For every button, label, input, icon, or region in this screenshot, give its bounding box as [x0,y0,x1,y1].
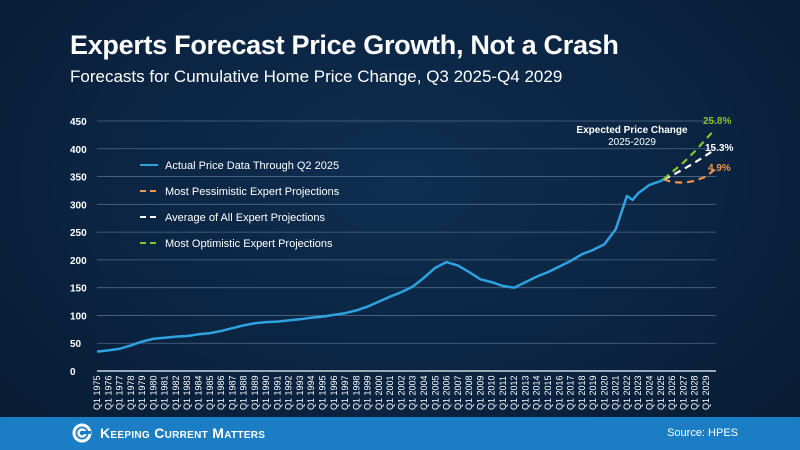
x-tick-label: Q1 1999 [363,375,373,410]
brand-name: Keeping Current Matters [100,425,266,441]
y-tick-label: 150 [70,284,87,295]
x-tick-label: Q1 2008 [464,375,474,410]
x-tick-label: Q1 1991 [272,375,282,410]
x-tick-label: Q1 1984 [193,375,203,410]
x-tick-label: Q1 1993 [295,375,305,410]
x-tick-label: Q1 2006 [442,375,452,410]
x-tick-label: Q1 2004 [419,375,429,410]
x-tick-label: Q1 2023 [633,375,643,410]
x-tick-label: Q1 1987 [227,375,237,410]
pessimistic-label: 4.9% [708,163,731,174]
x-tick-label: Q1 1986 [216,375,226,410]
y-tick-label: 400 [70,145,87,156]
x-tick-label: Q1 1989 [250,375,260,410]
x-tick-label: Q1 1975 [92,375,102,410]
y-tick-label: 0 [70,367,76,378]
x-tick-label: Q1 1997 [340,375,350,410]
x-tick-label: Q1 2015 [543,375,553,410]
x-tick-label: Q1 2001 [385,375,395,410]
x-tick-label: Q1 1996 [329,375,339,410]
legend-label: Most Optimistic Expert Projections [165,238,333,250]
x-tick-label: Q1 2003 [408,375,418,410]
x-tick-label: Q1 2000 [374,375,384,410]
average-series-line [663,148,715,181]
legend-label: Most Pessimistic Expert Projections [165,186,340,198]
x-tick-label: Q1 2005 [430,375,440,410]
x-tick-label: Q1 1981 [160,375,170,410]
source-note: Source: HPES [667,427,738,439]
x-tick-label: Q1 2028 [690,375,700,410]
y-tick-label: 250 [70,228,87,239]
x-tick-label: Q1 1992 [284,375,294,410]
optimistic-series-line [662,129,716,181]
brand-logo: Keeping Current Matters [72,423,265,443]
x-tick-label: Q1 2027 [678,375,688,410]
x-tick-label: Q1 2016 [554,375,564,410]
x-tick-label: Q1 1982 [171,375,181,410]
x-tick-label: Q1 2017 [566,375,576,410]
x-tick-label: Q1 2002 [396,375,406,410]
annotation-heading: Expected Price Change [576,125,688,136]
x-tick-label: Q1 2029 [701,375,711,410]
x-tick-label: Q1 1977 [115,375,125,410]
y-tick-label: 50 [70,339,82,350]
chart-title: Experts Forecast Price Growth, Not a Cra… [70,30,619,60]
average-label: 15.3% [705,143,733,154]
y-tick-label: 200 [70,256,87,267]
x-tick-label: Q1 1980 [148,375,158,410]
x-tick-label: Q1 1998 [351,375,361,410]
x-tick-label: Q1 1985 [205,375,215,410]
x-tick-label: Q1 1978 [126,375,136,410]
x-tick-label: Q1 2012 [509,375,519,410]
x-tick-label: Q1 2025 [656,375,666,410]
y-tick-label: 450 [70,117,87,128]
x-tick-label: Q1 1988 [239,375,249,410]
x-tick-label: Q1 2020 [599,375,609,410]
x-tick-label: Q1 1995 [318,375,328,410]
footer: Keeping Current Matters Source: HPES [0,417,800,450]
x-tick-label: Q1 2024 [644,375,654,410]
x-tick-label: Q1 2014 [532,375,542,410]
x-tick-label: Q1 2021 [611,375,621,410]
x-tick-label: Q1 2022 [622,375,632,410]
chart-subtitle: Forecasts for Cumulative Home Price Chan… [70,67,563,86]
y-tick-label: 100 [70,311,87,322]
x-tick-label: Q1 2010 [487,375,497,410]
x-tick-label: Q1 1983 [182,375,192,410]
y-tick-label: 300 [70,200,87,211]
x-tick-label: Q1 2019 [588,375,598,410]
x-tick-label: Q1 1976 [103,375,113,410]
x-tick-label: Q1 2011 [498,376,508,410]
annotation-period: 2025-2029 [608,137,656,148]
x-tick-label: Q1 1994 [306,375,316,410]
x-tick-label: Q1 1979 [137,375,147,410]
pessimistic-series-line [663,169,715,184]
x-tick-label: Q1 2018 [577,375,587,410]
x-tick-label: Q1 2026 [667,375,677,410]
x-tick-label: Q1 2013 [520,375,530,410]
optimistic-label: 25.8% [703,116,731,127]
logo-swirl-icon [72,423,92,443]
actual-series-line [96,178,665,353]
x-tick-label: Q1 2007 [453,375,463,410]
legend-label: Average of All Expert Projections [165,212,325,224]
x-tick-label: Q1 2009 [475,375,485,410]
x-tick-label: Q1 1990 [261,375,271,410]
y-tick-label: 350 [70,173,87,184]
legend-label: Actual Price Data Through Q2 2025 [165,160,339,172]
